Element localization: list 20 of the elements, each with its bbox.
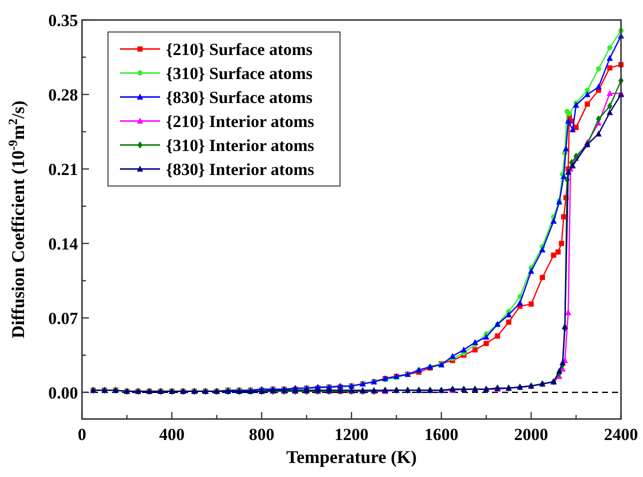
x-tick-label: 800 bbox=[248, 425, 274, 444]
y-tick-label: 0.14 bbox=[48, 234, 78, 254]
legend-label: {830} Interior atoms bbox=[166, 160, 315, 179]
legend-label: {310} Interior atoms bbox=[166, 136, 315, 155]
x-tick-label: 1600 bbox=[424, 425, 458, 444]
y-tick-label: 0.00 bbox=[48, 383, 78, 402]
x-tick-label: 400 bbox=[159, 425, 185, 444]
x-tick-label: 2400 bbox=[604, 425, 638, 444]
legend-label: {310} Surface atoms bbox=[166, 64, 313, 83]
x-axis-title: Temperature (K) bbox=[286, 447, 417, 467]
x-tick-label: 2000 bbox=[514, 425, 548, 444]
legend-label: {210} Surface atoms bbox=[166, 40, 313, 59]
legend-label: {210} Interior atoms bbox=[166, 112, 315, 131]
x-tick-label: 0 bbox=[78, 425, 86, 444]
legend-label: {830} Surface atoms bbox=[166, 88, 313, 107]
y-tick-label: 0.28 bbox=[48, 85, 78, 104]
y-tick-label: 0.07 bbox=[48, 308, 78, 328]
y-tick-label: 0.35 bbox=[48, 10, 78, 30]
x-tick-label: 1200 bbox=[334, 425, 368, 444]
y-tick-label: 0.21 bbox=[48, 160, 78, 179]
